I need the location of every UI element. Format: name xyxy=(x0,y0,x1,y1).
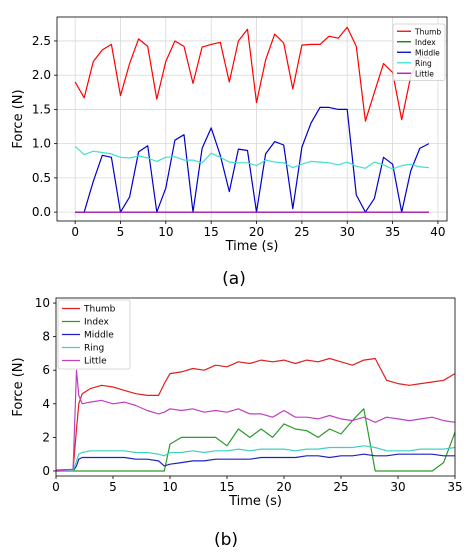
x-tick-label: 10 xyxy=(162,480,177,494)
x-tick-label: 25 xyxy=(294,225,309,239)
legend-entry: Middle xyxy=(84,331,114,341)
series-line-ring xyxy=(56,445,456,472)
legend-entry: Little xyxy=(84,357,107,367)
series-line-little xyxy=(55,369,456,472)
legend: Thumb Index Middle Ring Little xyxy=(57,299,131,370)
y-tick-label: 1.0 xyxy=(32,137,51,151)
series-line-middle xyxy=(75,106,430,213)
x-tick-label: 35 xyxy=(385,225,400,239)
y-tick-label: 4 xyxy=(42,397,50,411)
legend-entry: Ring xyxy=(415,59,432,68)
plot-frame xyxy=(56,16,448,222)
legend-entry: Middle xyxy=(415,48,440,57)
y-tick-label: 0.0 xyxy=(32,205,51,219)
chart-a: 0 5 10 15 20 25 30 35 40 0.0 0.5 1.0 1.5 2.0 2.5 Time (… xyxy=(11,16,448,254)
x-tick-label: 0 xyxy=(71,225,79,239)
y-tick-label: 8 xyxy=(42,330,50,344)
y-tick-label: 0 xyxy=(42,464,50,478)
y-tick-label: 1.5 xyxy=(32,102,51,116)
series-line-thumb xyxy=(74,26,429,122)
series-line-index xyxy=(56,408,456,472)
x-tick-label: 20 xyxy=(276,480,291,494)
x-axis-label: Time (s) xyxy=(225,239,279,254)
y-tick-label: 2 xyxy=(42,430,50,444)
x-tick-label: 10 xyxy=(158,225,173,239)
y-axis-label: Force (N) xyxy=(11,89,26,148)
x-tick-label: 35 xyxy=(447,480,462,494)
x-tick-label: 5 xyxy=(117,225,125,239)
legend-entry: Index xyxy=(84,318,109,328)
legend-entry: Index xyxy=(415,38,436,47)
caption-a: (a) xyxy=(222,269,246,289)
legend-entry: Thumb xyxy=(83,305,116,315)
chart-b: 0 5 10 15 20 25 30 35 0 2 4 6 8 10 Time (s) Force (N) Th… xyxy=(11,296,463,509)
caption-b: (b) xyxy=(214,530,238,550)
y-tick-label: 2.5 xyxy=(32,34,51,48)
x-tick-label: 15 xyxy=(219,480,234,494)
y-tick-label: 10 xyxy=(35,296,50,310)
x-tick-label: 20 xyxy=(249,225,264,239)
x-tick-label: 30 xyxy=(390,480,405,494)
series-line-thumb xyxy=(55,357,456,471)
y-axis-label: Force (N) xyxy=(11,357,26,416)
x-tick-label: 0 xyxy=(52,480,60,494)
legend-box xyxy=(57,299,131,370)
y-tick-label: 2.0 xyxy=(32,68,51,82)
x-axis-label: Time (s) xyxy=(228,494,282,509)
y-tick-label: 0.5 xyxy=(32,171,51,185)
x-tick-label: 15 xyxy=(204,225,219,239)
x-tick-label: 5 xyxy=(109,480,117,494)
plot-frame xyxy=(55,297,456,477)
legend-entry: Little xyxy=(415,69,434,78)
x-tick-label: 30 xyxy=(340,225,355,239)
legend-entry: Thumb xyxy=(414,27,441,36)
series-line-middle xyxy=(56,453,455,472)
x-tick-label: 40 xyxy=(430,225,445,239)
y-tick-label: 6 xyxy=(42,363,50,377)
legend-box xyxy=(392,23,446,81)
x-tick-label: 25 xyxy=(333,480,348,494)
legend-entry: Ring xyxy=(84,344,104,354)
series-line-ring xyxy=(74,145,429,170)
